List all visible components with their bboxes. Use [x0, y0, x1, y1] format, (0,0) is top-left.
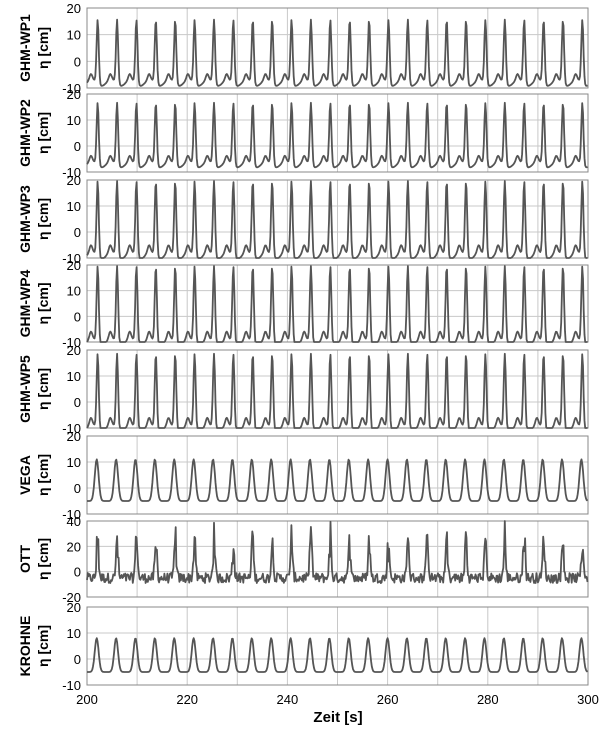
- panel-frame: [86, 435, 589, 515]
- y-tick-label: -10: [62, 507, 81, 522]
- y-tick-label: 0: [74, 54, 81, 69]
- panel-unit-label: η [cm]: [35, 283, 51, 325]
- series-line-vega: [86, 458, 589, 502]
- y-tick-label: -10: [62, 335, 81, 350]
- y-tick-label: -10: [62, 165, 81, 180]
- panel-ghm-wp2: -10 0 10 20 GHM-WP2 η [cm]: [17, 87, 589, 180]
- y-tick-label: -10: [62, 81, 81, 96]
- panel-unit-label: η [cm]: [35, 625, 51, 667]
- panel-krohne: -10 0 10 20 KROHNE η [cm]: [17, 600, 589, 693]
- panel-unit-label: η [cm]: [35, 454, 51, 496]
- panel-unit-label: η [cm]: [35, 538, 51, 580]
- x-axis-label: Zeit [s]: [313, 709, 362, 726]
- panel-name-label: KROHNE: [17, 616, 33, 677]
- panel-ghm-wp5: -10 0 10 20 GHM-WP5 η [cm]: [17, 343, 589, 436]
- panel-ott: -20 0 20 40 OTT η [cm]: [17, 514, 589, 605]
- y-tick-label: 20: [67, 539, 81, 554]
- panel-unit-label: η [cm]: [35, 27, 51, 69]
- y-tick-label: 20: [67, 173, 81, 188]
- y-tick-label: 0: [74, 139, 81, 154]
- x-tick-label: 220: [176, 692, 198, 707]
- x-tick-label: 200: [76, 692, 98, 707]
- y-tick-label: 0: [74, 309, 81, 324]
- series-line-ghm-wp2: [86, 101, 588, 169]
- y-tick-label: 10: [67, 28, 81, 43]
- y-tick-label: -10: [62, 251, 81, 266]
- panel-frame: [86, 520, 589, 598]
- y-tick-label: 10: [67, 626, 81, 641]
- panel-frame: [86, 7, 589, 89]
- x-tick-label: 240: [277, 692, 299, 707]
- panel-name-label: GHM-WP1: [17, 14, 33, 82]
- y-tick-label: 0: [74, 481, 81, 496]
- y-tick-label: 0: [74, 565, 81, 580]
- panel-unit-label: η [cm]: [35, 198, 51, 240]
- series-line-ghm-wp4: [86, 265, 588, 343]
- series-line-ghm-wp5: [86, 352, 588, 429]
- y-tick-label: 20: [67, 87, 81, 102]
- panel-name-label: GHM-WP4: [17, 269, 33, 337]
- x-tick-label: 260: [377, 692, 399, 707]
- y-tick-label: 0: [74, 225, 81, 240]
- y-tick-label: 20: [67, 429, 81, 444]
- panel-ghm-wp4: -10 0 10 20 GHM-WP4 η [cm]: [17, 258, 589, 350]
- panel-frame: [86, 93, 589, 173]
- panel-ghm-wp1: -10 0 10 20 GHM-WP1 η [cm]: [17, 1, 589, 96]
- panel-vega: -10 0 10 20 VEGA η [cm]: [17, 429, 589, 522]
- y-tick-label: 10: [67, 455, 81, 470]
- x-tick-label: 300: [577, 692, 599, 707]
- y-tick-label: -20: [62, 590, 81, 605]
- y-tick-label: 0: [74, 395, 81, 410]
- y-tick-label: 40: [67, 514, 81, 529]
- panel-name-label: GHM-WP3: [17, 185, 33, 253]
- panel-unit-label: η [cm]: [35, 368, 51, 410]
- y-tick-label: 10: [67, 199, 81, 214]
- y-tick-label: 20: [67, 600, 81, 615]
- y-tick-label: 20: [67, 1, 81, 16]
- panel-name-label: GHM-WP5: [17, 355, 33, 423]
- y-tick-label: -10: [62, 421, 81, 436]
- series-line-krohne: [86, 637, 589, 673]
- y-tick-label: 10: [67, 284, 81, 299]
- y-tick-label: 10: [67, 369, 81, 384]
- series-line-ghm-wp1: [86, 18, 588, 87]
- panel-frame: [86, 606, 589, 686]
- panel-unit-label: η [cm]: [35, 112, 51, 154]
- panel-name-label: VEGA: [17, 455, 33, 495]
- series-line-ghm-wp3: [86, 180, 588, 259]
- x-tick-label: 280: [477, 692, 499, 707]
- series-line-ott: [86, 520, 589, 584]
- y-tick-label: 20: [67, 258, 81, 273]
- y-tick-label: 0: [74, 652, 81, 667]
- panel-name-label: GHM-WP2: [17, 99, 33, 167]
- y-tick-label: 20: [67, 343, 81, 358]
- panel-ghm-wp3: -10 0 10 20 GHM-WP3 η [cm]: [17, 173, 589, 266]
- y-tick-label: -10: [62, 678, 81, 693]
- y-tick-label: 10: [67, 113, 81, 128]
- panel-name-label: OTT: [17, 545, 33, 573]
